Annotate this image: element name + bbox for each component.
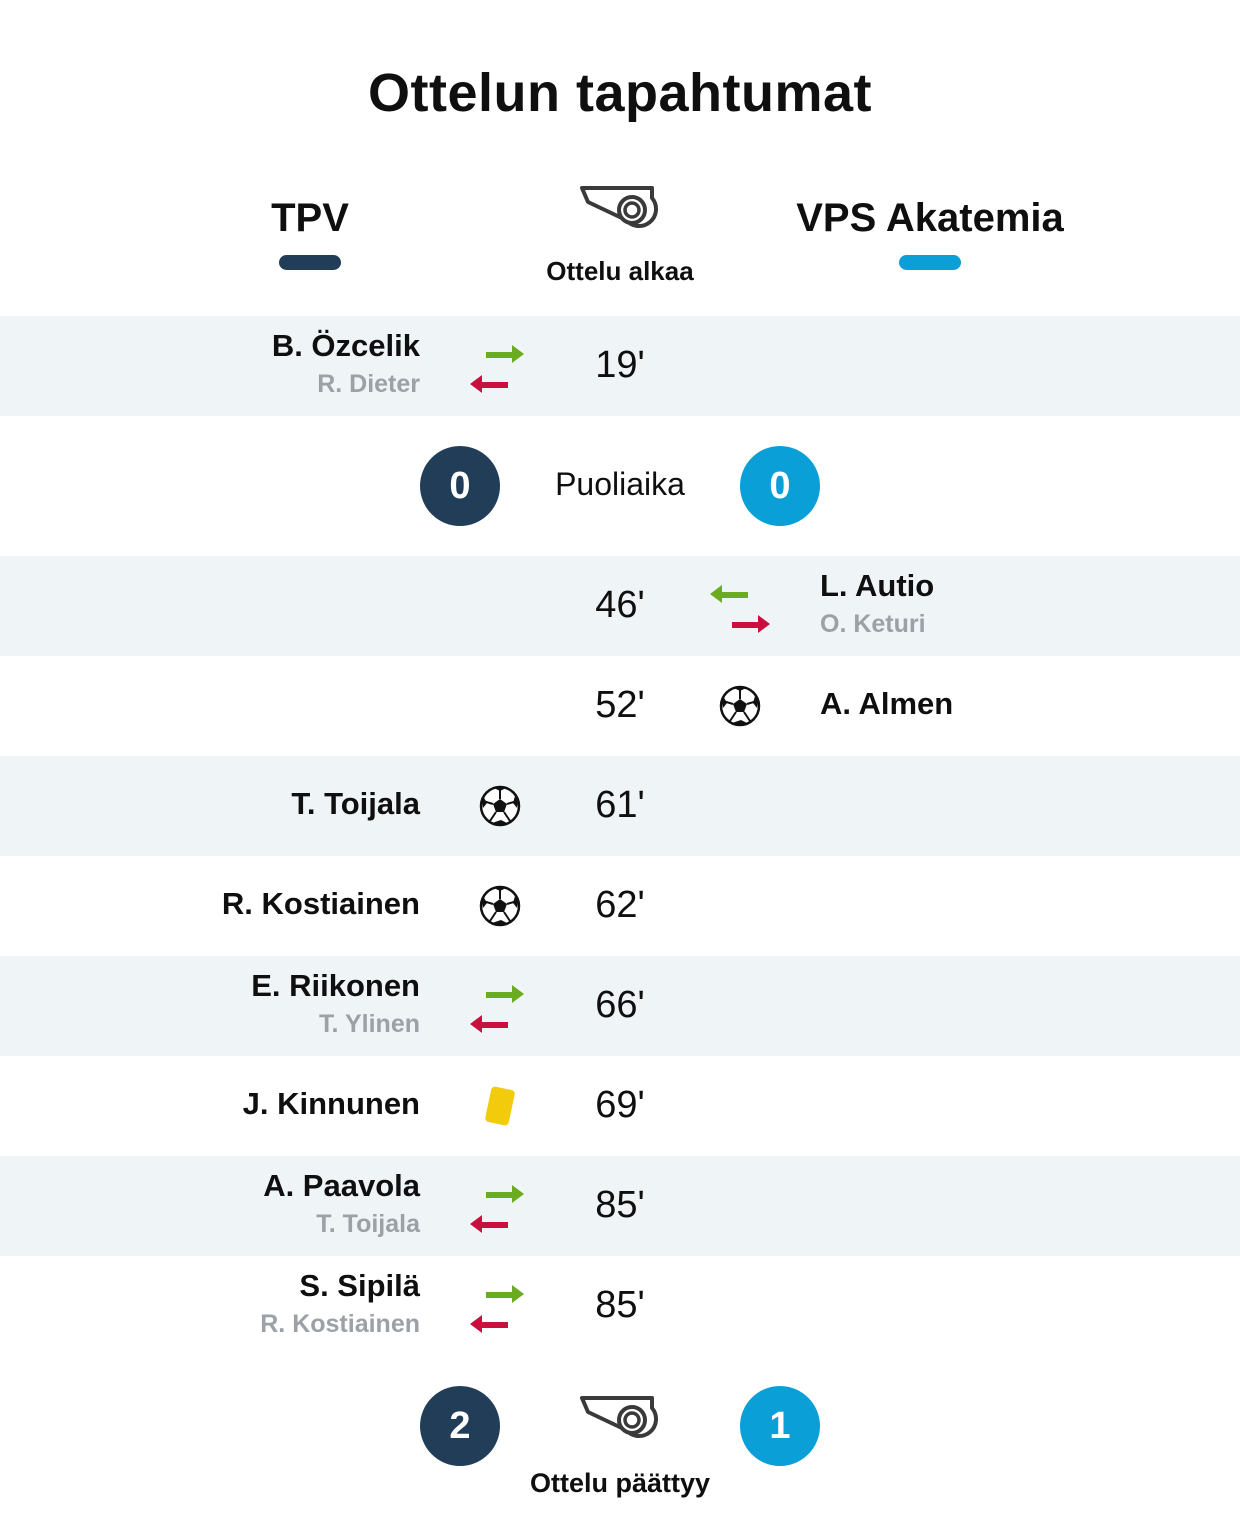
- whistle-icon: [578, 1392, 662, 1442]
- event-minute: 46': [595, 584, 645, 626]
- away-team-name: VPS Akatemia: [796, 196, 1064, 240]
- event-row: R. Kostiainen 62': [0, 856, 1240, 956]
- substitution-icon: [470, 336, 530, 396]
- fulltime-away-score: 1: [740, 1386, 820, 1466]
- player-in-name: A. Paavola: [263, 1168, 420, 1203]
- event-minute: 66': [595, 984, 645, 1026]
- yellow-card-icon: [470, 1076, 530, 1136]
- player-out-name: R. Kostiainen: [260, 1310, 420, 1338]
- halftime-label: Puoliaika: [555, 466, 685, 502]
- event-row: 46' L. Autio O. Keturi: [0, 556, 1240, 656]
- event-minute: 62': [595, 884, 645, 926]
- substitution-icon: [470, 976, 530, 1036]
- page-title: Ottelun tapahtumat: [368, 63, 872, 123]
- away-team-color-bar: [899, 255, 961, 270]
- substitution-icon: [470, 1176, 530, 1236]
- halftime-away-score: 0: [740, 446, 820, 526]
- fulltime-label: Ottelu päättyy: [529, 1468, 711, 1498]
- goal-scorer-name: A. Almen: [820, 686, 954, 721]
- event-minute: 85': [595, 1284, 645, 1326]
- halftime-home-score: 0: [420, 446, 500, 526]
- event-minute: 61': [595, 784, 645, 826]
- player-out-name: R. Dieter: [317, 370, 420, 398]
- football-icon: [470, 776, 530, 836]
- football-icon: [470, 876, 530, 936]
- event-row: J. Kinnunen 69': [0, 1056, 1240, 1156]
- substitution-icon: [470, 1276, 530, 1336]
- event-row: B. Özcelik R. Dieter 19': [0, 316, 1240, 416]
- goal-scorer-name: R. Kostiainen: [221, 886, 420, 921]
- substitution-icon: [710, 576, 770, 636]
- football-icon: [710, 676, 770, 736]
- player-in-name: E. Riikonen: [251, 968, 420, 1003]
- event-minute: 19': [595, 344, 645, 386]
- event-minute: 85': [595, 1184, 645, 1226]
- player-out-name: T. Ylinen: [319, 1010, 420, 1038]
- player-out-name: T. Toijala: [316, 1210, 420, 1238]
- whistle-icon: [578, 182, 662, 232]
- event-row: S. Sipilä R. Kostiainen 85': [0, 1256, 1240, 1356]
- event-row: A. Paavola T. Toijala 85': [0, 1156, 1240, 1256]
- player-in-name: S. Sipilä: [299, 1268, 420, 1303]
- event-minute: 52': [595, 684, 645, 726]
- fulltime-home-score: 2: [420, 1386, 500, 1466]
- carded-player-name: J. Kinnunen: [242, 1086, 420, 1121]
- event-row: T. Toijala 61': [0, 756, 1240, 856]
- home-team-color-bar: [279, 255, 341, 270]
- player-out-name: O. Keturi: [820, 610, 926, 638]
- kickoff-label: Ottelu alkaa: [546, 256, 694, 286]
- player-in-name: B. Özcelik: [271, 328, 420, 363]
- event-row: E. Riikonen T. Ylinen 66': [0, 956, 1240, 1056]
- goal-scorer-name: T. Toijala: [291, 786, 420, 821]
- event-minute: 69': [595, 1084, 645, 1126]
- home-team-name: TPV: [271, 196, 349, 240]
- event-row: 52' A. Almen: [0, 656, 1240, 756]
- player-in-name: L. Autio: [820, 568, 935, 603]
